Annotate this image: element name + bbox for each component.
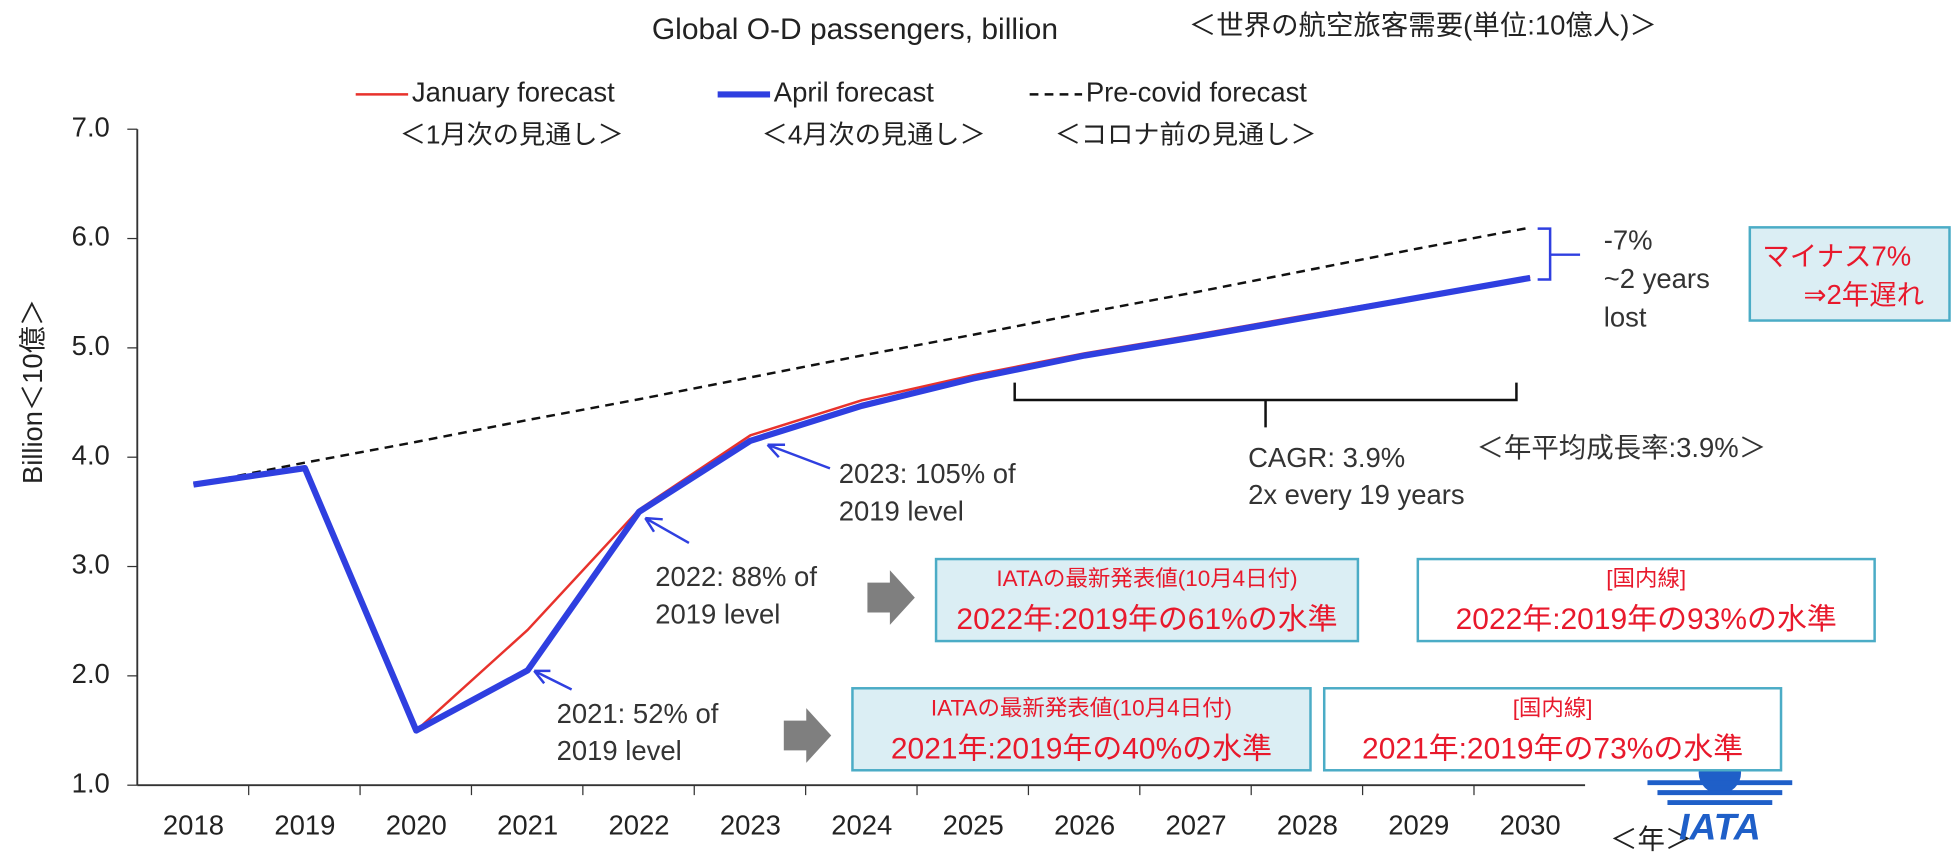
x-tick-label: 2019 bbox=[274, 810, 335, 841]
x-tick-label: 2029 bbox=[1388, 810, 1449, 841]
y-tick-label: 5.0 bbox=[72, 330, 110, 361]
legend-note: ＜1月次の見通し＞ bbox=[400, 120, 624, 150]
note-box bbox=[1416, 557, 1876, 643]
annotation: ＜年平均成長率:3.9%＞ bbox=[1476, 432, 1766, 463]
annotation: 2x every 19 years bbox=[1248, 479, 1465, 510]
box-text: マイナス7% bbox=[1762, 241, 1911, 272]
box-text: 2021年:2019年の40%の水準 bbox=[891, 732, 1272, 765]
box-text: IATAの最新発表値(10月4日付) bbox=[996, 566, 1297, 591]
x-tick-label: 2021 bbox=[497, 810, 558, 841]
y-tick-label: 4.0 bbox=[72, 439, 110, 470]
annotation: 2019 level bbox=[839, 495, 964, 526]
annotation: 2023: 105% of bbox=[839, 458, 1016, 489]
annotation: 2019 level bbox=[655, 598, 780, 629]
y-tick-label: 1.0 bbox=[72, 767, 110, 798]
gray-arrow bbox=[867, 570, 915, 625]
annotation: -7% bbox=[1604, 225, 1653, 256]
annotation: 2021: 52% of bbox=[557, 698, 719, 729]
annotation: 2019 level bbox=[557, 735, 682, 766]
x-tick-label: 2028 bbox=[1277, 810, 1338, 841]
x-tick-label: 2023 bbox=[720, 810, 781, 841]
x-tick-label: 2030 bbox=[1500, 810, 1561, 841]
x-tick-label: 2024 bbox=[831, 810, 892, 841]
legend-label: January forecast bbox=[412, 77, 615, 108]
chart-subtitle: ＜世界の航空旅客需要(単位:10億人)＞ bbox=[1189, 10, 1657, 41]
legend-note: ＜コロナ前の見通し＞ bbox=[1055, 120, 1317, 150]
y-axis-label: Billion＜10億＞ bbox=[17, 299, 48, 484]
x-axis-label: ＜年＞ bbox=[1610, 823, 1692, 854]
gray-arrow bbox=[783, 708, 832, 763]
box-text: 2021年:2019年の73%の水準 bbox=[1362, 732, 1743, 765]
x-tick-label: 2026 bbox=[1054, 810, 1115, 841]
note-box bbox=[1748, 226, 1951, 322]
box-text: [国内線] bbox=[1513, 695, 1593, 720]
series-line bbox=[193, 226, 1531, 486]
x-tick-label: 2025 bbox=[943, 810, 1004, 841]
x-tick-label: 2018 bbox=[163, 810, 224, 841]
legend-label: Pre-covid forecast bbox=[1086, 77, 1308, 108]
logo-text: IATA bbox=[1679, 806, 1761, 848]
x-tick-label: 2020 bbox=[386, 810, 447, 841]
note-box bbox=[1322, 687, 1783, 772]
callout-arrows bbox=[533, 443, 831, 691]
legend-note: ＜4月次の見通し＞ bbox=[762, 120, 986, 150]
series-line bbox=[192, 274, 1531, 734]
box-text: ⇒2年遅れ bbox=[1803, 279, 1924, 310]
annotation: CAGR: 3.9% bbox=[1248, 442, 1405, 473]
legend-label: April forecast bbox=[774, 77, 935, 108]
cagr-bracket bbox=[1013, 382, 1518, 428]
bracket-7pct bbox=[1537, 227, 1581, 281]
y-tick-label: 7.0 bbox=[72, 111, 110, 142]
x-tick-label: 2027 bbox=[1165, 810, 1226, 841]
note-box bbox=[851, 687, 1312, 772]
y-tick-label: 6.0 bbox=[72, 221, 110, 252]
box-text: 2022年:2019年の93%の水準 bbox=[1456, 603, 1837, 636]
annotation: lost bbox=[1604, 302, 1647, 333]
annotation: ~2 years bbox=[1604, 263, 1710, 294]
box-text: 2022年:2019年の61%の水準 bbox=[956, 603, 1337, 636]
note-box bbox=[934, 557, 1360, 643]
box-text: IATAの最新発表値(10月4日付) bbox=[931, 695, 1232, 720]
y-tick-label: 3.0 bbox=[72, 549, 110, 580]
chart-title: Global O-D passengers, billion bbox=[652, 13, 1058, 46]
annotation: 2022: 88% of bbox=[655, 561, 817, 592]
box-text: [国内線] bbox=[1606, 566, 1686, 591]
x-tick-label: 2022 bbox=[608, 810, 669, 841]
y-tick-label: 2.0 bbox=[72, 658, 110, 689]
